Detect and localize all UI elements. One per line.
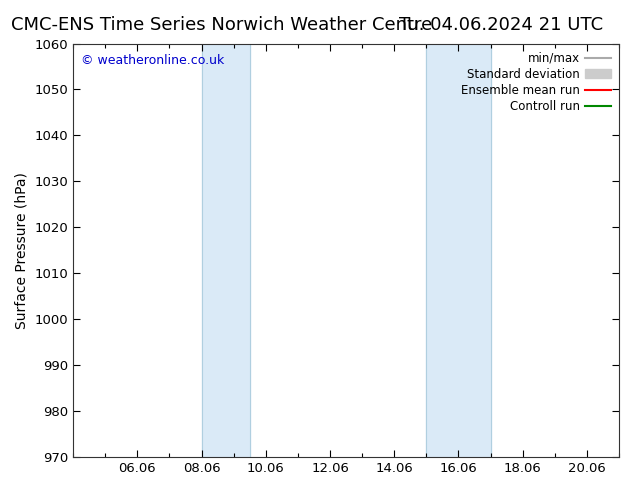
Text: CMC-ENS Time Series Norwich Weather Centre: CMC-ENS Time Series Norwich Weather Cent… bbox=[11, 16, 432, 34]
Bar bbox=[426, 44, 491, 457]
Text: © weatheronline.co.uk: © weatheronline.co.uk bbox=[81, 54, 224, 67]
Bar bbox=[202, 44, 250, 457]
Legend: min/max, Standard deviation, Ensemble mean run, Controll run: min/max, Standard deviation, Ensemble me… bbox=[459, 49, 613, 115]
Y-axis label: Surface Pressure (hPa): Surface Pressure (hPa) bbox=[15, 172, 29, 329]
Text: Tu. 04.06.2024 21 UTC: Tu. 04.06.2024 21 UTC bbox=[399, 16, 603, 34]
